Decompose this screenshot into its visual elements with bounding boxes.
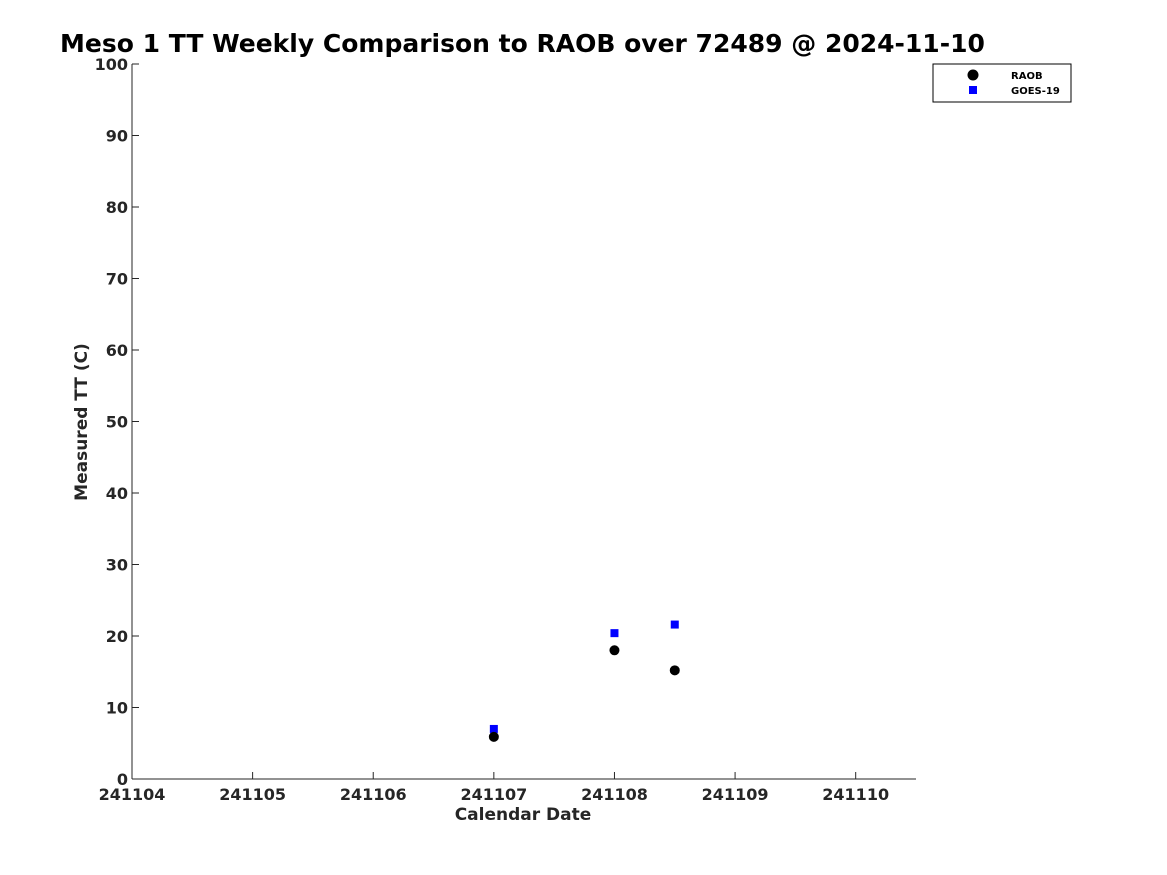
y-tick-label: 100 — [95, 55, 128, 74]
y-tick-label: 40 — [106, 484, 128, 503]
goes-19-point — [670, 620, 679, 629]
legend-goes-marker — [969, 86, 977, 94]
x-tick-label: 241107 — [460, 785, 527, 804]
x-axis-label: Calendar Date — [455, 805, 592, 825]
x-tick-label: 241109 — [702, 785, 769, 804]
legend-box — [932, 63, 1072, 103]
y-tick-label: 70 — [106, 270, 128, 289]
goes-19-point — [489, 724, 498, 733]
legend-raob-label: RAOB — [1011, 71, 1043, 82]
x-tick-label: 241110 — [822, 785, 889, 804]
raob-point — [488, 731, 499, 742]
y-tick-label: 20 — [106, 627, 128, 646]
y-tick-label: 50 — [106, 413, 128, 432]
legend-raob-marker — [967, 69, 979, 81]
y-tick-label: 90 — [106, 127, 128, 146]
raob-point — [609, 645, 620, 656]
goes-19-point — [610, 629, 619, 638]
legend-goes-label: GOES-19 — [1011, 86, 1060, 97]
y-tick-label: 60 — [106, 341, 128, 360]
raob-point — [669, 665, 680, 676]
y-axis-ticks: 0 10 20 30 40 50 60 70 80 90 100 — [95, 55, 139, 789]
y-tick-label: 80 — [106, 198, 128, 217]
legend: RAOB GOES-19 — [932, 63, 1072, 103]
plot-area — [131, 64, 916, 780]
data-points — [488, 620, 680, 742]
x-tick-label: 241105 — [219, 785, 286, 804]
y-tick-label: 0 — [117, 770, 128, 789]
y-tick-label: 30 — [106, 556, 128, 575]
x-tick-label: 241104 — [99, 785, 166, 804]
x-tick-label: 241108 — [581, 785, 648, 804]
x-axis-ticks: 241104 241105 241106 241107 241108 241109 2411… — [99, 772, 889, 804]
chart-title: Meso 1 TT Weekly Comparison to RAOB over… — [60, 29, 985, 58]
y-axis-label: Measured TT (C) — [72, 343, 92, 501]
x-tick-label: 241106 — [340, 785, 407, 804]
y-tick-label: 10 — [106, 699, 128, 718]
